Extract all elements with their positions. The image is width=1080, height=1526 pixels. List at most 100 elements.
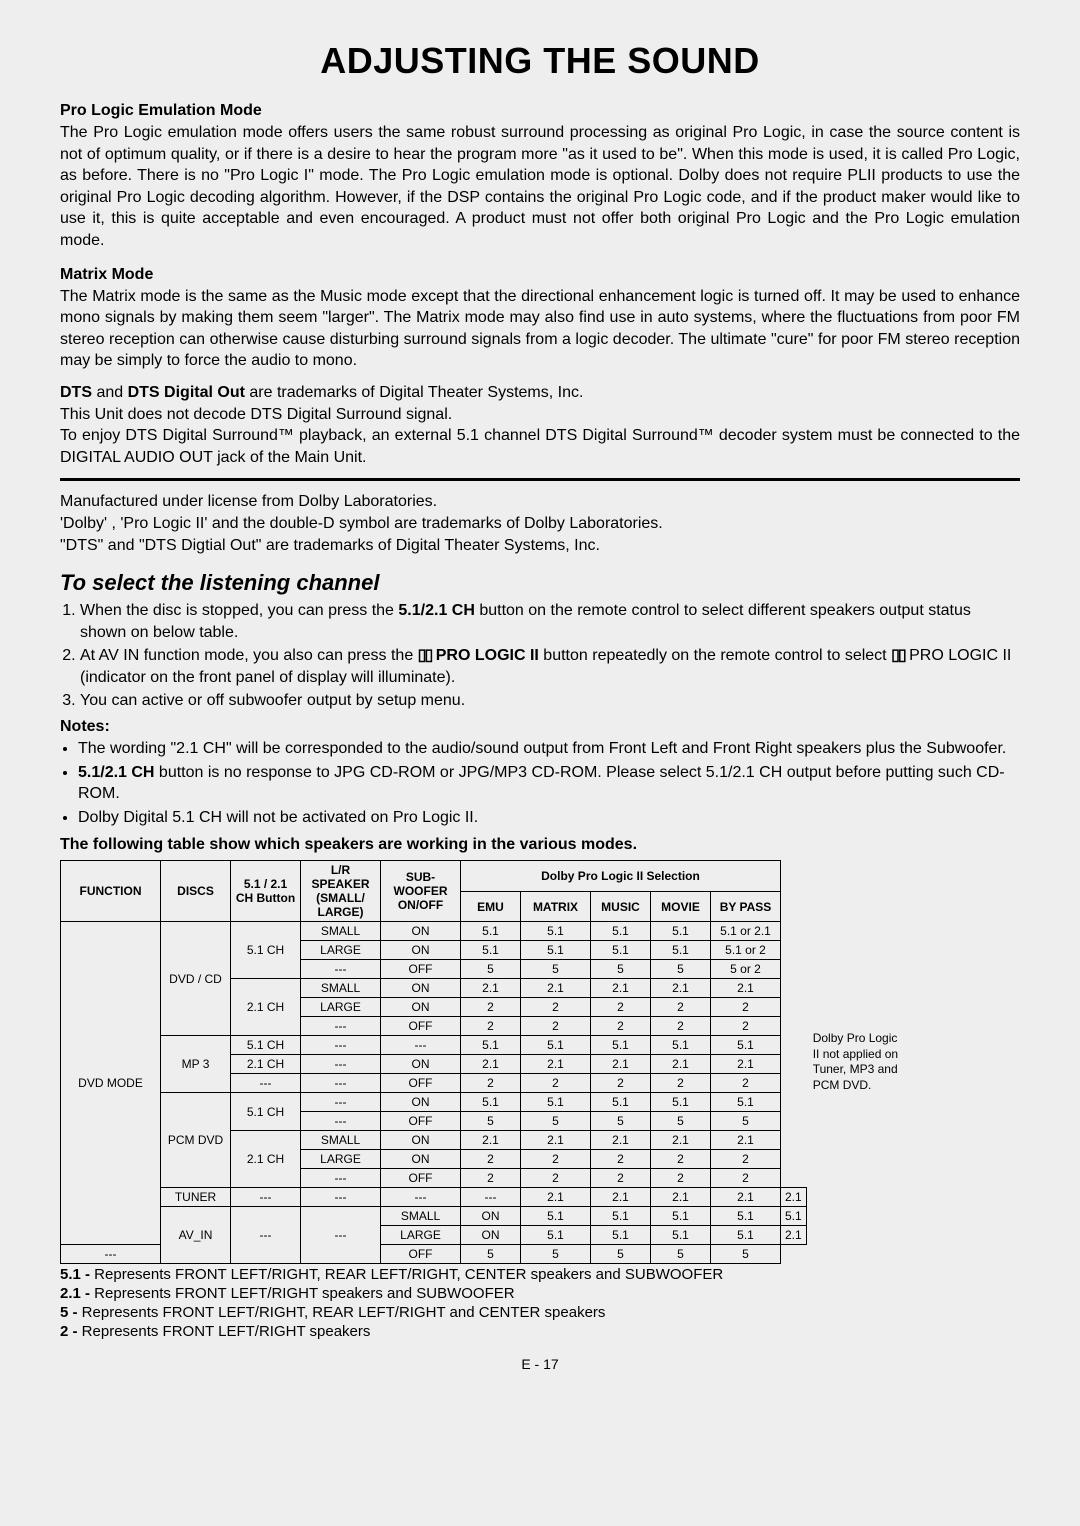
table-cell: 5 <box>711 1245 781 1264</box>
table-cell: SMALL <box>301 1131 381 1150</box>
table-cell: --- <box>301 1169 381 1188</box>
table-cell: 2 <box>521 1074 591 1093</box>
dts-bold-2: DTS Digital Out <box>128 384 245 401</box>
table-cell: 2 <box>591 998 651 1017</box>
dts-mid: and <box>92 384 128 401</box>
table-cell: 2 <box>591 1017 651 1036</box>
table-cell: ON <box>381 998 461 1017</box>
table-cell: --- <box>301 1017 381 1036</box>
table-cell: 5 <box>461 1245 521 1264</box>
table-cell: 5.1 <box>651 922 711 941</box>
table-cell: OFF <box>381 1112 461 1131</box>
listening-ol: When the disc is stopped, you can press … <box>60 600 1020 712</box>
table-cell: 5.1 <box>591 1036 651 1055</box>
table-header: Dolby Pro Logic II Selection <box>461 861 781 892</box>
table-header: 5.1 / 2.1 CH Button <box>231 861 301 922</box>
list-item: When the disc is stopped, you can press … <box>80 600 1020 643</box>
table-cell: 2 <box>651 1074 711 1093</box>
table-cell: 5.1 <box>521 1207 591 1226</box>
table-cell: --- <box>231 1074 301 1093</box>
speakers-table: FUNCTIONDISCS5.1 / 2.1 CH ButtonL/R SPEA… <box>60 860 807 1264</box>
table-cell: 2.1 <box>711 1188 781 1207</box>
table-cell: 5.1 or 2.1 <box>711 922 781 941</box>
table-cell: 2 <box>651 1150 711 1169</box>
table-cell: 2 <box>711 1150 781 1169</box>
table-header: FUNCTION <box>61 861 161 922</box>
table-cell: 5 <box>521 960 591 979</box>
table-cell: 2 <box>651 1017 711 1036</box>
table-row: TUNER------------2.12.12.12.12.1 <box>61 1188 807 1207</box>
table-cell: 2.1 <box>521 1131 591 1150</box>
license-block: Manufactured under license from Dolby La… <box>60 491 1020 556</box>
dts-line2: This Unit does not decode DTS Digital Su… <box>60 406 452 423</box>
table-cell: 2 <box>591 1169 651 1188</box>
table-cell: 5 <box>591 1245 651 1264</box>
table-cell: 5.1 <box>461 1093 521 1112</box>
table-cell: 5.1 <box>521 922 591 941</box>
legend-line: 5 - Represents FRONT LEFT/RIGHT, REAR LE… <box>60 1304 1020 1321</box>
list-item: You can active or off subwoofer output b… <box>80 690 1020 712</box>
table-cell: 5.1 <box>711 1093 781 1112</box>
table-cell: 5 <box>461 1112 521 1131</box>
table-cell: --- <box>301 1188 381 1207</box>
page-container: ADJUSTING THE SOUND Pro Logic Emulation … <box>0 0 1080 1402</box>
dts-trademark: DTS and DTS Digital Out are trademarks o… <box>60 382 1020 468</box>
table-cell: 2.1 <box>591 979 651 998</box>
table-cell: 2.1 <box>781 1188 807 1207</box>
table-cell: 2 <box>461 1074 521 1093</box>
dts-bold-1: DTS <box>60 384 92 401</box>
table-cell: 2 <box>591 1074 651 1093</box>
table-cell: TUNER <box>161 1188 231 1207</box>
table-cell: 2 <box>711 1169 781 1188</box>
table-cell: --- <box>301 1055 381 1074</box>
table-cell: 2 <box>711 1017 781 1036</box>
table-cell: 5.1 <box>461 941 521 960</box>
table-cell: 5.1 <box>711 1226 781 1245</box>
list-item: Dolby Digital 5.1 CH will not be activat… <box>78 807 1020 829</box>
table-cell: 5.1 CH <box>231 1036 301 1055</box>
legend-line: 5.1 - Represents FRONT LEFT/RIGHT, REAR … <box>60 1266 1020 1283</box>
table-cell: 5.1 <box>521 1093 591 1112</box>
table-cell: 5 <box>591 1112 651 1131</box>
table-cell: SMALL <box>301 979 381 998</box>
table-cell: 2 <box>711 998 781 1017</box>
page-title: ADJUSTING THE SOUND <box>60 40 1020 82</box>
table-cell: 5.1 <box>651 1207 711 1226</box>
list-item: The wording "2.1 CH" will be corresponde… <box>78 738 1020 760</box>
table-header: DISCS <box>161 861 231 922</box>
table-header: MOVIE <box>651 891 711 922</box>
legend-block: 5.1 - Represents FRONT LEFT/RIGHT, REAR … <box>60 1266 1020 1340</box>
table-heading: The following table show which speakers … <box>60 836 1020 854</box>
table-cell: 5.1 <box>591 941 651 960</box>
table-cell: 2.1 <box>521 979 591 998</box>
license-line3: "DTS" and "DTS Digtial Out" are trademar… <box>60 537 600 554</box>
table-cell: 5.1 <box>651 1226 711 1245</box>
table-cell: 5.1 <box>521 1226 591 1245</box>
table-cell: 5.1 CH <box>231 1093 301 1131</box>
license-line2: 'Dolby' , 'Pro Logic II' and the double-… <box>60 515 663 532</box>
table-cell: 5 <box>521 1112 591 1131</box>
table-cell: 2 <box>651 1169 711 1188</box>
table-cell: --- <box>61 1245 161 1264</box>
table-cell: 5.1 <box>781 1207 807 1226</box>
table-cell: 5.1 <box>591 1226 651 1245</box>
table-cell: 5.1 <box>651 941 711 960</box>
table-cell: LARGE <box>301 998 381 1017</box>
table-header: MATRIX <box>521 891 591 922</box>
table-cell: 2.1 <box>651 1131 711 1150</box>
table-cell: --- <box>301 1112 381 1131</box>
table-header: BY PASS <box>711 891 781 922</box>
table-cell: 5.1 <box>591 1093 651 1112</box>
list-item: 5.1/2.1 CH button is no response to JPG … <box>78 762 1020 805</box>
heading-matrix: Matrix Mode <box>60 266 1020 284</box>
table-header: EMU <box>461 891 521 922</box>
table-cell: 2.1 <box>591 1055 651 1074</box>
table-cell: 2.1 CH <box>231 1055 301 1074</box>
table-cell: 2.1 CH <box>231 1131 301 1188</box>
table-cell: --- <box>231 1207 301 1264</box>
table-cell: PCM DVD <box>161 1093 231 1188</box>
table-side-note: Dolby Pro Logic II not applied on Tuner,… <box>807 1031 903 1093</box>
table-cell: 2.1 <box>591 1131 651 1150</box>
table-row: PCM DVD5.1 CH---ON5.15.15.15.15.1 <box>61 1093 807 1112</box>
notes-heading: Notes: <box>60 718 1020 736</box>
